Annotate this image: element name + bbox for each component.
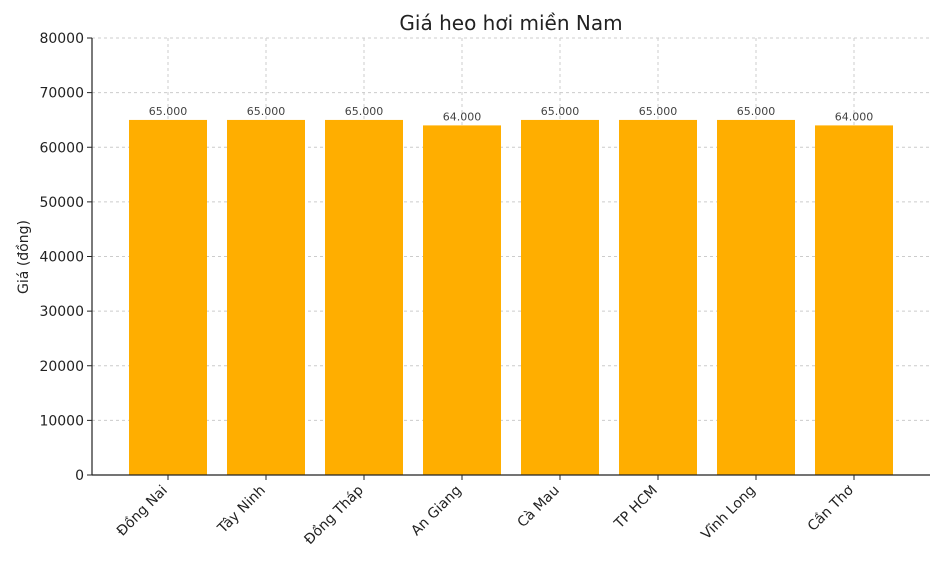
y-tick-label: 80000 xyxy=(39,31,84,47)
axes xyxy=(91,38,930,476)
y-tick-label: 10000 xyxy=(39,413,84,429)
x-tick-label: An Giang xyxy=(408,483,465,540)
x-tick-label: Vĩnh Long xyxy=(698,483,758,543)
x-tick-label: Đồng Nai xyxy=(113,482,171,540)
y-tick-label: 30000 xyxy=(39,304,84,320)
y-tick-label: 20000 xyxy=(39,359,84,375)
x-tick-label: Cà Mau xyxy=(515,483,563,531)
bar xyxy=(619,119,697,475)
data-label: 65.000 xyxy=(345,105,384,118)
bar xyxy=(129,119,207,475)
bars xyxy=(129,119,893,476)
y-ticks: 0 10000 20000 30000 40000 50000 60000 70000 8000… xyxy=(39,31,92,484)
x-tick-label: TP HCM xyxy=(611,483,661,533)
y-tick-label: 70000 xyxy=(39,86,84,102)
data-label: 65.000 xyxy=(541,105,580,118)
y-tick-label: 0 xyxy=(75,468,84,484)
data-label: 64.000 xyxy=(443,110,482,123)
x-tick-label: Đồng Tháp xyxy=(301,482,367,548)
data-label: 65.000 xyxy=(149,105,188,118)
data-label: 64.000 xyxy=(835,110,874,123)
data-label: 65.000 xyxy=(639,105,678,118)
bar xyxy=(423,125,501,476)
x-tick-label: Cần Thơ xyxy=(805,482,857,534)
chart-title: Giá heo hơi miền Nam xyxy=(399,11,622,35)
y-tick-label: 40000 xyxy=(39,250,84,266)
bar xyxy=(227,119,305,475)
bar xyxy=(325,119,403,475)
x-tick-label: Tây Ninh xyxy=(214,483,269,538)
bar xyxy=(717,119,795,475)
gridlines xyxy=(92,37,930,475)
x-ticks: Đồng Nai Tây Ninh Đồng Tháp An Giang Cà Mau T… xyxy=(113,475,857,548)
data-label: 65.000 xyxy=(247,105,286,118)
y-axis-label: Giá (đồng) xyxy=(15,220,32,294)
y-tick-label: 50000 xyxy=(39,195,84,211)
data-labels: 65.000 65.000 65.000 64.000 65.000 65.000 65.0… xyxy=(149,105,874,123)
data-label: 65.000 xyxy=(737,105,776,118)
bar xyxy=(815,125,893,476)
bar xyxy=(521,119,599,475)
y-tick-label: 60000 xyxy=(39,140,84,156)
